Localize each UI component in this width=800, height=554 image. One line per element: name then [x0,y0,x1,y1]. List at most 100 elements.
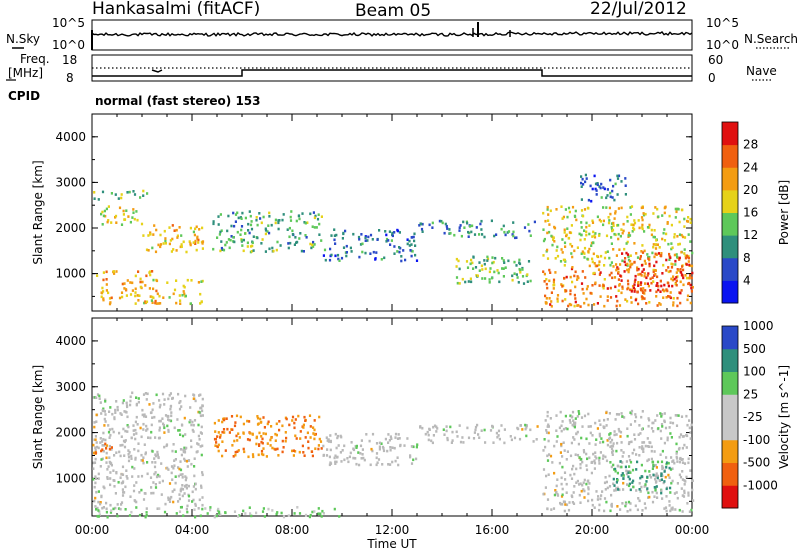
scatter-cell [610,242,613,245]
scatter-cell [633,228,636,231]
scatter-cell [471,224,474,228]
scatter-cell [548,453,551,456]
scatter-cell [585,464,588,467]
scatter-cell [334,462,337,465]
scatter-cell [167,428,170,432]
scatter-cell [689,431,692,434]
scatter-cell [102,506,105,509]
scatter-cell [156,507,159,510]
scatter-cell [376,461,379,464]
scatter-cell [552,236,555,239]
scatter-cell [104,442,107,446]
scatter-cell [646,487,649,490]
scatter-cell [633,261,636,264]
scatter-cell [213,437,217,441]
scatter-cell [548,268,551,272]
scatter-cell [564,414,567,418]
scatter-cell [593,235,597,239]
scatter-cell [201,242,204,245]
scatter-cell [194,242,197,245]
noise-tick-left-top: 10^5 [52,16,85,30]
scatter-cell [180,423,184,427]
scatter-cell [573,421,576,425]
scatter-cell [347,460,350,464]
xtick-label: 20:00 [575,523,610,537]
scatter-cell [320,515,323,518]
scatter-cell [603,187,606,191]
scatter-cell [116,408,119,412]
scatter-cell [574,297,577,300]
scatter-cell [602,186,605,189]
scatter-cell [595,456,598,460]
scatter-cell [178,401,181,405]
scatter-cell [260,435,263,438]
scatter-cell [598,218,601,222]
scatter-cell [613,489,616,492]
scatter-cell [637,281,640,284]
scatter-cell [629,502,632,505]
scatter-cell [515,236,518,239]
scatter-cell [311,510,314,514]
scatter-cell [236,450,239,453]
scatter-cell [576,278,579,281]
scatter-cell [654,477,657,481]
scatter-cell [152,287,155,291]
scatter-cell [168,226,171,229]
scatter-cell [338,515,341,518]
scatter-cell [574,285,577,289]
scatter-cell [134,458,137,461]
scatter-cell [152,481,155,484]
scatter-cell [121,494,125,497]
scatter-cell [670,247,673,251]
scatter-cell [609,263,612,267]
scatter-cell [623,416,626,419]
scatter-cell [261,441,264,445]
scatter-cell [153,465,157,469]
scatter-cell [512,234,515,238]
scatter-cell [391,446,394,449]
scatter-cell [637,282,640,286]
scatter-cell [621,472,624,475]
scatter-cell [404,258,407,262]
scatter-cell [127,425,130,429]
scatter-cell [335,233,338,237]
scatter-cell [593,461,597,465]
scatter-cell [299,430,302,433]
scatter-cell [609,445,612,449]
scatter-cell [546,248,549,252]
scatter-cell [334,432,337,436]
scatter-cell [595,490,598,493]
scatter-cell [97,490,100,493]
scatter-cell [634,298,637,302]
scatter-cell [317,447,320,451]
scatter-cell [609,441,612,444]
scatter-cell [264,432,267,436]
scatter-cell [475,226,478,229]
scatter-cell [687,457,690,461]
scatter-cell [648,255,651,259]
scatter-cell [569,242,572,246]
scatter-cell [629,213,632,216]
scatter-cell [427,438,430,442]
scatter-cell [654,489,657,492]
scatter-cell [587,198,590,202]
scatter-cell [664,506,668,509]
scatter-cell [137,400,140,404]
scatter-cell [519,271,522,274]
scatter-cell [504,266,507,269]
scatter-cell [189,242,192,245]
scatter-cell [662,466,665,470]
scatter-cell [284,439,287,443]
scatter-cell [575,432,578,435]
scatter-cell [171,224,174,227]
scatter-cell [387,463,390,466]
scatter-cell [153,415,156,419]
scatter-cell [477,433,480,436]
scatter-cell [240,225,244,228]
scatter-cell [543,280,546,283]
scatter-cell [317,507,320,510]
scatter-cell [385,240,388,243]
ytick-label: 2000 [55,426,86,440]
scatter-cell [491,256,494,259]
scatter-cell [588,482,591,485]
